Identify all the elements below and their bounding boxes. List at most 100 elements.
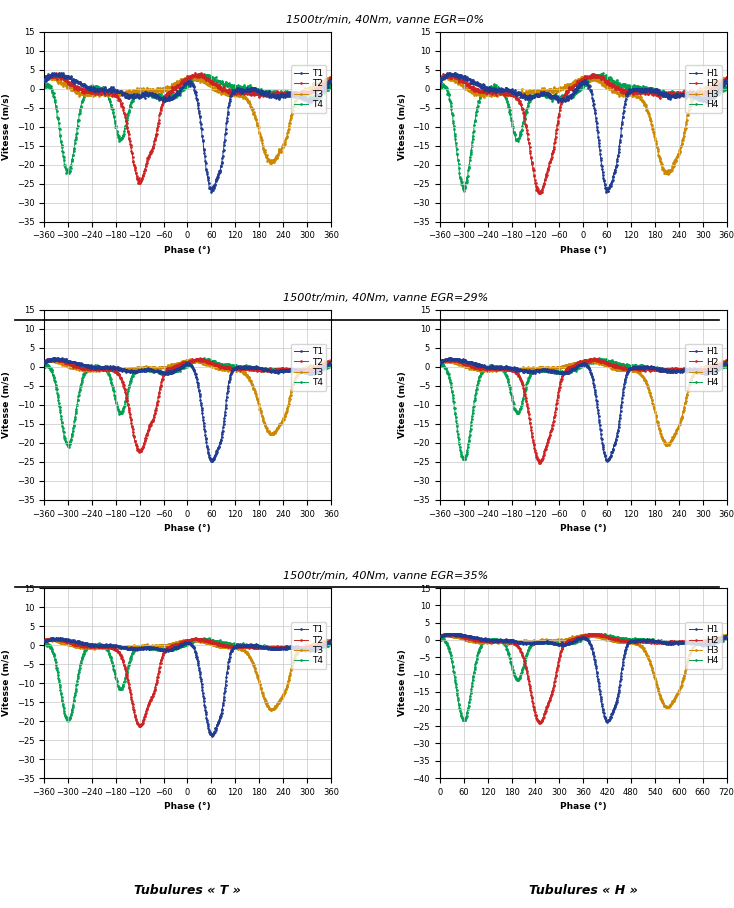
X-axis label: Phase (°): Phase (°) xyxy=(164,246,211,255)
T2 xyxy=(229,364,238,375)
H3 xyxy=(722,356,731,367)
T1 xyxy=(221,406,230,417)
T1 xyxy=(103,85,112,96)
T3 xyxy=(46,633,54,644)
T2 xyxy=(103,642,112,653)
Y-axis label: Vitesse (m/s): Vitesse (m/s) xyxy=(2,94,11,160)
H4 xyxy=(470,392,479,403)
H3 xyxy=(661,702,670,713)
H1 xyxy=(515,637,523,648)
H3 xyxy=(625,363,633,374)
T2 xyxy=(119,657,128,668)
H4 xyxy=(722,81,731,92)
T1 xyxy=(221,129,230,140)
T4 xyxy=(40,80,48,91)
H3 xyxy=(500,89,509,100)
Line: T4: T4 xyxy=(43,73,332,174)
T4 xyxy=(103,89,112,100)
H4 xyxy=(459,454,468,465)
H3 xyxy=(515,87,523,98)
T1 xyxy=(55,67,64,78)
H3 xyxy=(470,637,479,647)
H2 xyxy=(617,86,625,97)
H3 xyxy=(435,630,444,641)
H1 xyxy=(722,631,731,642)
H2 xyxy=(440,355,449,366)
H1 xyxy=(515,88,523,99)
T2 xyxy=(75,640,84,651)
X-axis label: Phase (°): Phase (°) xyxy=(164,803,211,811)
T2 xyxy=(45,72,54,83)
T2 xyxy=(48,353,57,364)
Line: H2: H2 xyxy=(439,632,728,725)
Line: T3: T3 xyxy=(43,637,332,711)
T3 xyxy=(74,364,83,375)
H2 xyxy=(722,357,731,368)
T4 xyxy=(65,441,73,452)
Line: H4: H4 xyxy=(439,357,728,460)
T3 xyxy=(40,635,48,646)
H2 xyxy=(722,631,731,642)
H2 xyxy=(722,71,731,82)
H1 xyxy=(446,352,454,363)
H4 xyxy=(595,353,604,364)
H1 xyxy=(470,360,479,370)
T3 xyxy=(220,642,229,653)
T4 xyxy=(119,678,128,689)
H4 xyxy=(435,360,444,371)
T3 xyxy=(45,355,54,366)
Line: H3: H3 xyxy=(439,74,728,174)
Text: Tubulures « H »: Tubulures « H » xyxy=(529,884,638,897)
H2 xyxy=(435,631,444,642)
T1 xyxy=(327,637,335,647)
H4 xyxy=(625,634,633,645)
T3 xyxy=(46,72,54,83)
H3 xyxy=(441,630,450,641)
H2 xyxy=(617,362,625,373)
H4 xyxy=(722,633,731,644)
H2 xyxy=(470,362,479,373)
H2 xyxy=(440,630,449,641)
Y-axis label: Vitesse (m/s): Vitesse (m/s) xyxy=(398,650,407,716)
Line: H2: H2 xyxy=(439,357,728,464)
H3 xyxy=(722,73,731,84)
H3 xyxy=(435,355,444,366)
H3 xyxy=(440,356,449,367)
T2 xyxy=(221,641,230,652)
T1 xyxy=(119,364,128,375)
Line: T3: T3 xyxy=(43,74,332,164)
H1 xyxy=(617,401,625,412)
H3 xyxy=(664,168,673,179)
Legend: T1, T2, T3, T4: T1, T2, T3, T4 xyxy=(291,622,327,669)
X-axis label: Phase (°): Phase (°) xyxy=(560,246,606,255)
H1 xyxy=(602,187,611,198)
T2 xyxy=(75,362,84,373)
T2 xyxy=(134,447,143,458)
T4 xyxy=(119,402,128,413)
Line: H1: H1 xyxy=(439,357,728,462)
H3 xyxy=(515,364,523,375)
T2 xyxy=(119,102,128,113)
H2 xyxy=(515,97,523,108)
X-axis label: Phase (°): Phase (°) xyxy=(164,524,211,533)
T4 xyxy=(221,359,230,370)
Line: T2: T2 xyxy=(43,357,332,453)
X-axis label: Phase (°): Phase (°) xyxy=(560,803,606,811)
H1 xyxy=(470,78,479,89)
T1 xyxy=(207,731,216,742)
H3 xyxy=(470,86,479,97)
T4 xyxy=(229,83,238,94)
T2 xyxy=(119,380,128,391)
H4 xyxy=(515,406,523,417)
H4 xyxy=(617,81,625,92)
H1 xyxy=(445,67,454,78)
H1 xyxy=(500,635,509,646)
H2 xyxy=(470,634,479,645)
Y-axis label: Vitesse (m/s): Vitesse (m/s) xyxy=(2,650,11,716)
H1 xyxy=(617,671,625,682)
T4 xyxy=(327,81,335,92)
T2 xyxy=(135,721,144,732)
T1 xyxy=(40,74,48,84)
T3 xyxy=(220,364,229,375)
H3 xyxy=(616,90,625,101)
